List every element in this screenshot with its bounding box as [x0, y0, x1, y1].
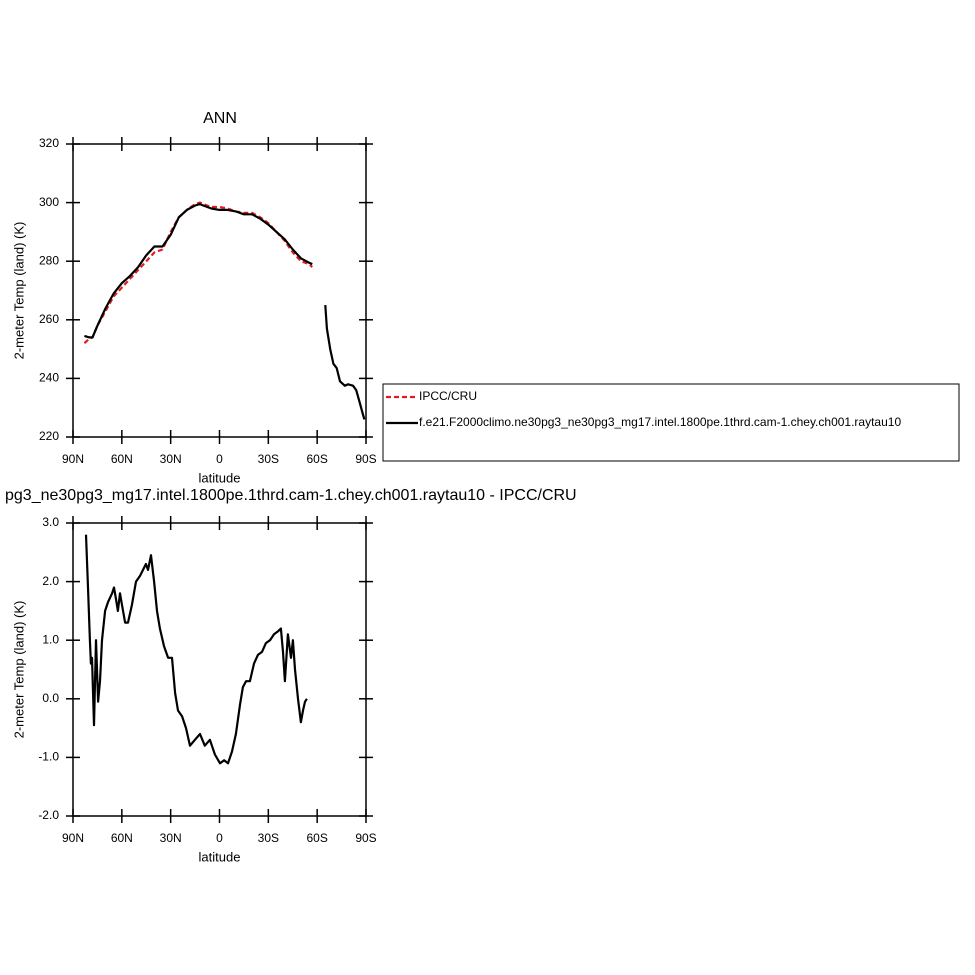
chart-title: ANN: [203, 110, 237, 127]
y-tick-label: 3.0: [42, 515, 59, 529]
y-tick-label: 0.0: [42, 691, 59, 705]
y-axis-label: 2-meter Temp (land) (K): [11, 601, 26, 739]
y-tick-label: 220: [39, 429, 59, 443]
x-tick-label: 90N: [62, 452, 84, 466]
x-tick-label: 30S: [258, 831, 279, 845]
x-tick-label: 60N: [111, 831, 133, 845]
data-line: [84, 203, 366, 420]
x-tick-label: 30N: [160, 831, 182, 845]
x-axis-label: latitude: [199, 849, 241, 864]
x-tick-label: 90S: [355, 452, 376, 466]
x-tick-label: 90S: [355, 831, 376, 845]
legend-box: [382, 383, 960, 462]
y-axis-label: 2-meter Temp (land) (K): [11, 222, 26, 360]
x-tick-label: 60S: [306, 452, 327, 466]
y-tick-label: -1.0: [38, 750, 59, 764]
x-tick-label: 90N: [62, 831, 84, 845]
y-tick-label: -2.0: [38, 808, 59, 822]
x-tick-label: 0: [216, 831, 223, 845]
x-axis-label: latitude: [199, 470, 241, 485]
chart-title: pg3_ne30pg3_mg17.intel.1800pe.1thrd.cam-…: [5, 487, 577, 504]
y-tick-label: 260: [39, 312, 59, 326]
x-tick-label: 60N: [111, 452, 133, 466]
y-tick-label: 240: [39, 371, 59, 385]
legend-label: IPCC/CRU: [419, 389, 477, 403]
y-tick-label: 1.0: [42, 632, 59, 646]
y-tick-label: 300: [39, 195, 59, 209]
x-tick-label: 60S: [306, 831, 327, 845]
data-line: [83, 201, 314, 345]
data-line: [84, 534, 308, 765]
legend-label: f.e21.F2000climo.ne30pg3_ne30pg3_mg17.in…: [419, 415, 901, 429]
x-tick-label: 30S: [258, 452, 279, 466]
y-tick-label: 2.0: [42, 574, 59, 588]
y-tick-label: 280: [39, 253, 59, 267]
x-tick-label: 0: [216, 452, 223, 466]
x-tick-label: 30N: [160, 452, 182, 466]
y-tick-label: 320: [39, 136, 59, 150]
